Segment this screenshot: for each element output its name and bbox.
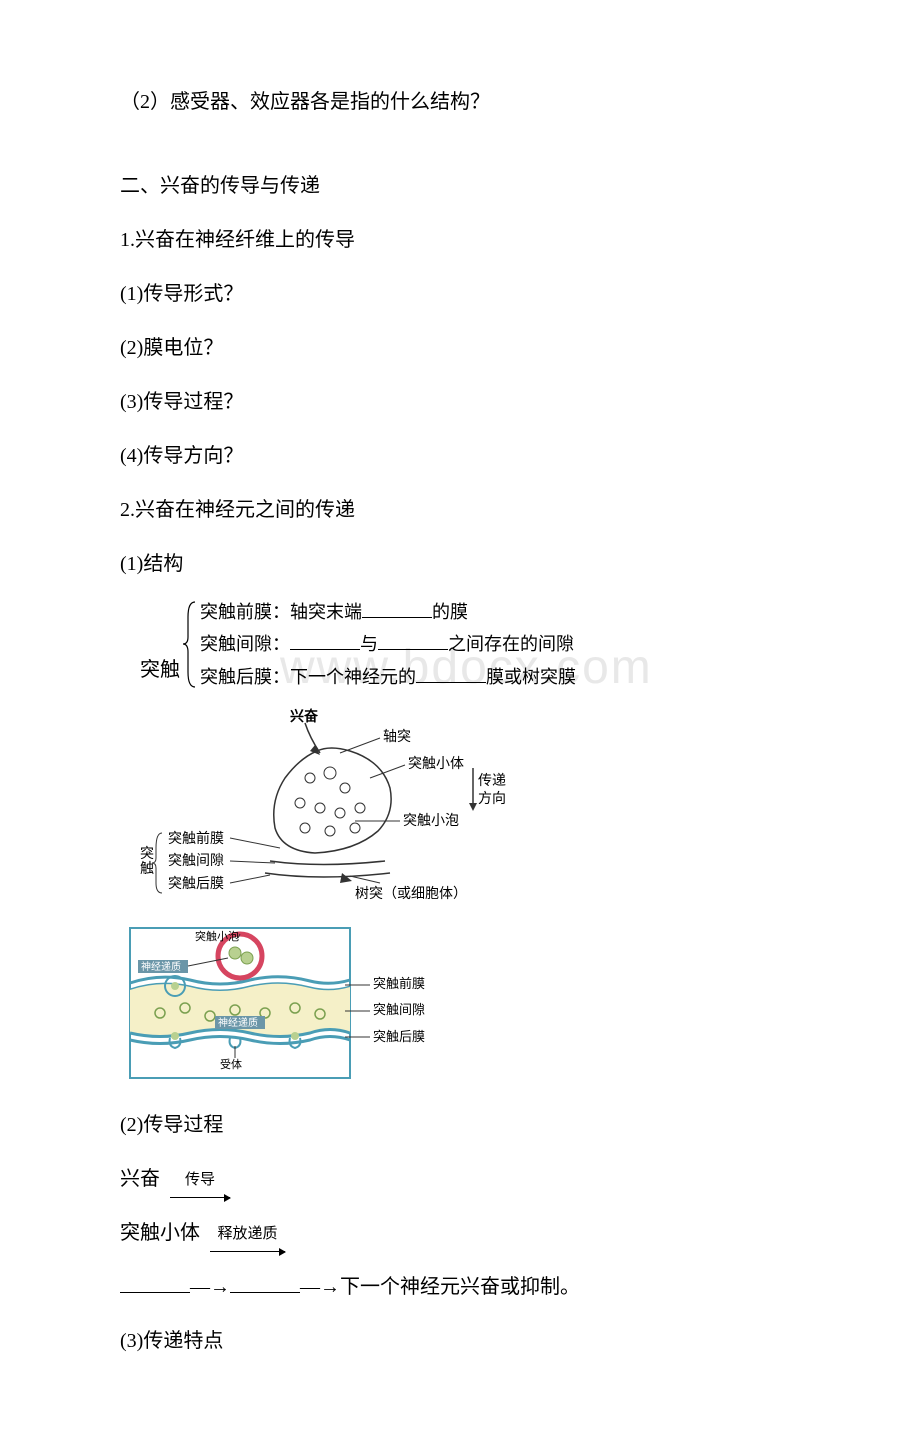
d2-shouti: 受体 [220,1057,242,1071]
d2-dizhi: 神经递质 [141,960,181,973]
section-2-title: 二、兴奋的传导与传递 [120,164,800,208]
bracket-icon [180,597,200,692]
part-1-item-2: (2)膜电位？ [120,326,800,370]
part-1-item-4: (4)传导方向？ [120,434,800,478]
d1-xiaopao: 突触小泡 [403,813,459,829]
part-2-sub3: (3)传递特点 [120,1319,800,1363]
d1-qianmo: 突触前膜 [168,830,224,847]
process-line-2: 突触小体 释放递质 [120,1211,800,1255]
d1-tuchuxiaoti: 突触小体 [408,756,464,772]
arrow-chuandao: 传导 [170,1164,230,1198]
part-1-item-3: (3)传导过程？ [120,380,800,424]
d1-fangxiang: 方向 [478,791,506,807]
part-2-sub1: (1)结构 [120,542,800,586]
bracket-line-1: 突触前膜：轴突末端的膜 [200,596,576,628]
process-line-3: —→—→下一个神经元兴奋或抑制。 [120,1265,800,1309]
d1-chuandi: 传递 [478,773,506,789]
d2-dizhi2: 神经递质 [218,1016,258,1029]
svg-text:触: 触 [140,861,154,877]
d1-tuchu: 突 [140,846,154,862]
d1-shutu: 树突（或细胞体） [355,886,467,902]
part-1-item-1: (1)传导形式？ [120,272,800,316]
bracket-line-2: 突触间隙：与之间存在的间隙 [200,628,576,660]
bracket-content: 突触前膜：轴突末端的膜 突触间隙：与之间存在的间隙 突触后膜：下一个神经元的膜或… [200,596,576,693]
d1-zhoutou: 轴突 [383,729,411,745]
document-content: （2）感受器、效应器各是指的什么结构？ 二、兴奋的传导与传递 1.兴奋在神经纤维… [120,80,800,1363]
d1-houmo: 突触后膜 [168,876,224,892]
part-2-sub2: (2)传导过程 [120,1103,800,1147]
d2-houmo: 突触后膜 [373,1029,425,1044]
d2-qianmo: 突触前膜 [373,976,425,991]
synapse-diagram-2: 神经递质 神经递质 突触小泡 突触前膜 突触间隙 突触后膜 受体 [120,918,800,1093]
d2-jianxi: 突触间隙 [373,1002,425,1017]
d1-jianxi: 突触间隙 [168,853,224,869]
question-2: （2）感受器、效应器各是指的什么结构？ [120,80,800,124]
bracket-line-3: 突触后膜：下一个神经元的膜或树突膜 [200,661,576,693]
arrow-shifang: 释放递质 [210,1218,285,1252]
synapse-diagram-1: 兴奋 轴突 突触小体 传递 [120,703,800,908]
part-1-title: 1.兴奋在神经纤维上的传导 [120,218,800,262]
d1-xingfen: 兴奋 [290,708,319,725]
part-2-title: 2.兴奋在神经元之间的传递 [120,488,800,532]
synapse-bracket-block: 突触 突触前膜：轴突末端的膜 突触间隙：与之间存在的间隙 突触后膜：下一个神经元… [140,596,800,693]
process-line-1: 兴奋 传导 [120,1157,800,1201]
synapse-label: 突触 [140,608,180,682]
d2-xiaopao: 突触小泡 [195,929,239,943]
